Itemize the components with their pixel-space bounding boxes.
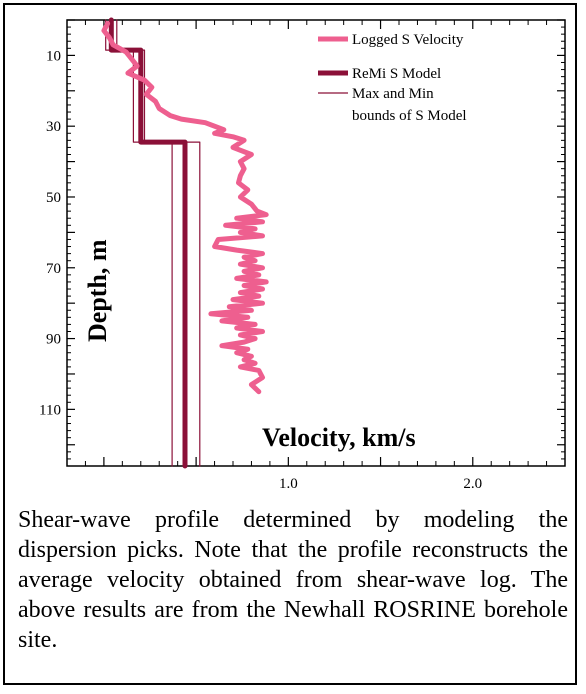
y-tick-label: 10 — [46, 48, 61, 64]
legend-label-bounds: Max and Min bounds of S Model — [352, 86, 467, 124]
y-tick-label: 50 — [46, 190, 61, 206]
plot-area-border — [66, 19, 566, 467]
x-tick-label: 1.0 — [279, 476, 298, 492]
logged-velocity-line — [101, 21, 269, 395]
min-bound-line — [105, 19, 173, 467]
y-tick-label: 70 — [46, 261, 61, 277]
y-axis-title: Depth, m — [83, 239, 112, 342]
x-tick-label: 2.0 — [463, 476, 482, 492]
figure-caption: Shear-wave profile determined by modelin… — [18, 507, 568, 653]
legend: Logged S Velocity ReMi S Model Max and M… — [318, 32, 467, 124]
legend-label-logged: Logged S Velocity — [352, 32, 464, 48]
x-axis-title: Velocity, km/s — [262, 423, 416, 452]
series-layer — [101, 17, 269, 469]
legend-label-bounds-line2: bounds of S Model — [352, 108, 467, 124]
y-tick-label: 90 — [46, 332, 61, 348]
y-tick-label: 110 — [39, 402, 61, 418]
y-tick-label: 30 — [46, 119, 61, 135]
figure-frame — [3, 3, 577, 685]
velocity-depth-chart: 10 30 50 70 90 110 1.0 2.0 Logged S Velocity Re… — [39, 17, 566, 492]
legend-label-remi: ReMi S Model — [352, 66, 441, 82]
axis-ticks: 10 30 50 70 90 110 1.0 2.0 — [39, 19, 565, 492]
legend-label-bounds-line1: Max and Min — [352, 86, 434, 102]
